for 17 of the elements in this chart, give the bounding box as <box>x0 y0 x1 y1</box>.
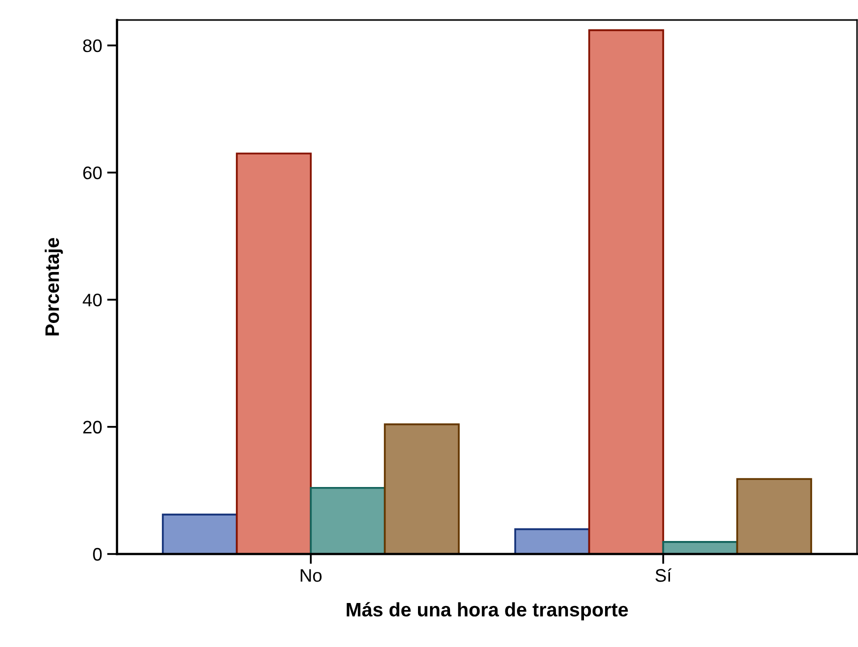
y-tick-label: 20 <box>83 420 102 434</box>
bar <box>588 29 664 554</box>
bar <box>384 423 460 554</box>
x-tick-label: No <box>300 569 322 582</box>
x-axis-title: Más de una hora de transporte <box>346 602 628 620</box>
bar <box>162 514 238 554</box>
y-tick-label: 40 <box>82 294 102 306</box>
x-tick-label: Sí <box>655 568 672 582</box>
y-tick-label: 60 <box>83 166 102 180</box>
bar <box>736 478 812 554</box>
bar <box>514 528 590 554</box>
y-tick-label: 80 <box>83 39 102 52</box>
bar <box>236 152 312 554</box>
y-axis-title: Porcentaje <box>44 238 63 336</box>
bar <box>310 486 386 554</box>
y-tick-label: 0 <box>93 548 102 561</box>
bar <box>662 541 738 554</box>
